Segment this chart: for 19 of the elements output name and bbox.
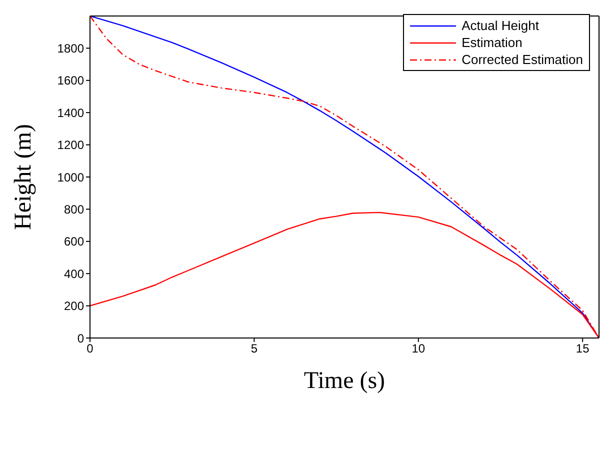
y-tick-label: 200	[64, 299, 84, 314]
y-tick-label: 1800	[57, 41, 84, 56]
legend-label: Corrected Estimation	[462, 52, 583, 67]
legend-label: Estimation	[462, 35, 522, 50]
x-tick-label: 5	[250, 342, 258, 356]
x-tick-label: 0	[86, 342, 94, 356]
y-tick-label: 1400	[57, 106, 84, 120]
y-tick-label: 0	[77, 331, 84, 346]
y-tick-label: 1000	[57, 170, 84, 184]
legend-label: Actual Height	[462, 18, 539, 33]
y-tick-label: 800	[64, 202, 84, 216]
x-axis-title: Time (s)	[304, 368, 386, 394]
x-tick-label: 15	[576, 342, 590, 356]
x-tick-label: 10	[412, 342, 426, 356]
y-tick-label: 1200	[57, 138, 84, 152]
y-tick-label: 600	[64, 234, 84, 249]
y-tick-label: 400	[64, 266, 84, 281]
y-axis-title: Height (m)	[10, 124, 37, 230]
y-tick-label: 1600	[57, 74, 84, 88]
